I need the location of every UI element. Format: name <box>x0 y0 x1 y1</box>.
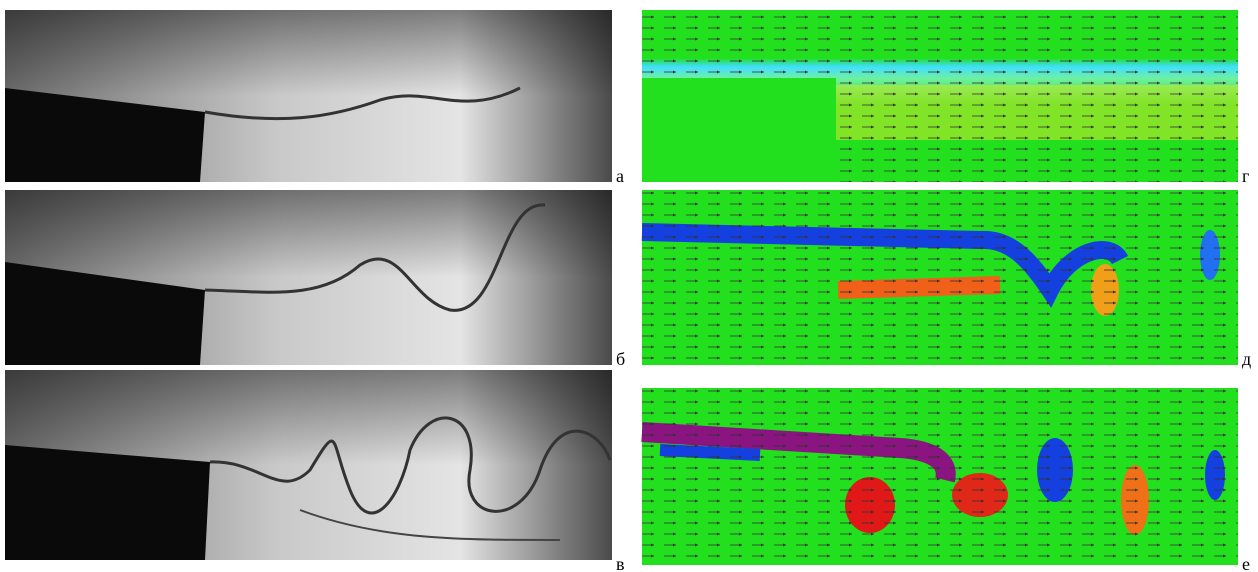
field-d <box>642 10 1238 182</box>
panel-label: б <box>616 349 625 369</box>
photo-b <box>5 190 612 365</box>
field-f <box>642 388 1238 565</box>
panel-label: е <box>1242 554 1250 572</box>
photo-c <box>5 370 612 560</box>
panel-label: в <box>616 554 625 572</box>
panel-label: г <box>1242 166 1249 186</box>
panel-label: д <box>1242 349 1251 369</box>
photo-a <box>5 10 612 182</box>
figure: а б в г д е <box>0 0 1258 572</box>
field-e <box>642 190 1238 365</box>
panel-label: а <box>616 166 624 186</box>
